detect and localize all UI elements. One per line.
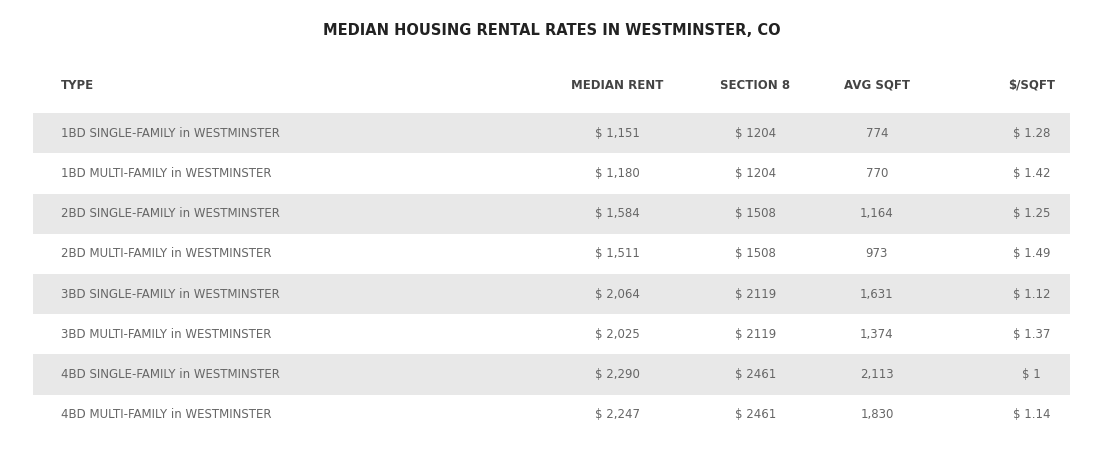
Text: SECTION 8: SECTION 8 (720, 79, 791, 92)
Text: $ 1.28: $ 1.28 (1013, 127, 1050, 140)
Text: 770: 770 (866, 167, 888, 180)
Text: 1BD MULTI-FAMILY in WESTMINSTER: 1BD MULTI-FAMILY in WESTMINSTER (61, 167, 271, 180)
Text: $ 1508: $ 1508 (735, 207, 777, 220)
Text: $ 1,151: $ 1,151 (596, 127, 640, 140)
Text: $ 1.37: $ 1.37 (1013, 328, 1050, 341)
Text: $ 1: $ 1 (1022, 368, 1040, 381)
Text: $ 2,290: $ 2,290 (596, 368, 640, 381)
Text: 1,164: 1,164 (860, 207, 893, 220)
Text: $ 2,064: $ 2,064 (596, 287, 640, 301)
Text: MEDIAN RENT: MEDIAN RENT (571, 79, 664, 92)
Text: TYPE: TYPE (61, 79, 94, 92)
Bar (33, 274, 1070, 314)
Text: $ 1,511: $ 1,511 (596, 247, 640, 261)
Text: $ 1204: $ 1204 (735, 167, 777, 180)
Text: 4BD SINGLE-FAMILY in WESTMINSTER: 4BD SINGLE-FAMILY in WESTMINSTER (61, 368, 279, 381)
Text: $ 2,247: $ 2,247 (596, 408, 640, 421)
Text: 2BD MULTI-FAMILY in WESTMINSTER: 2BD MULTI-FAMILY in WESTMINSTER (61, 247, 271, 261)
Text: $ 1.42: $ 1.42 (1013, 167, 1050, 180)
Text: 2BD SINGLE-FAMILY in WESTMINSTER: 2BD SINGLE-FAMILY in WESTMINSTER (61, 207, 279, 220)
Text: $ 1.12: $ 1.12 (1013, 287, 1050, 301)
Text: AVG SQFT: AVG SQFT (844, 79, 910, 92)
Text: $ 1.25: $ 1.25 (1013, 207, 1050, 220)
Text: 3BD MULTI-FAMILY in WESTMINSTER: 3BD MULTI-FAMILY in WESTMINSTER (61, 328, 271, 341)
Text: 3BD SINGLE-FAMILY in WESTMINSTER: 3BD SINGLE-FAMILY in WESTMINSTER (61, 287, 279, 301)
Text: $ 2119: $ 2119 (735, 328, 777, 341)
Text: $ 1.49: $ 1.49 (1013, 247, 1050, 261)
Text: $ 2119: $ 2119 (735, 287, 777, 301)
Text: 774: 774 (866, 127, 888, 140)
Text: 4BD MULTI-FAMILY in WESTMINSTER: 4BD MULTI-FAMILY in WESTMINSTER (61, 408, 271, 421)
Text: 1,830: 1,830 (860, 408, 893, 421)
Text: MEDIAN HOUSING RENTAL RATES IN WESTMINSTER, CO: MEDIAN HOUSING RENTAL RATES IN WESTMINST… (323, 23, 780, 37)
Text: $ 1508: $ 1508 (735, 247, 777, 261)
Text: $ 2461: $ 2461 (735, 408, 777, 421)
Bar (33, 113, 1070, 153)
Text: 1,631: 1,631 (860, 287, 893, 301)
Text: 973: 973 (866, 247, 888, 261)
Bar (33, 354, 1070, 395)
Bar (33, 194, 1070, 234)
Text: 2,113: 2,113 (860, 368, 893, 381)
Text: 1BD SINGLE-FAMILY in WESTMINSTER: 1BD SINGLE-FAMILY in WESTMINSTER (61, 127, 279, 140)
Text: $ 1204: $ 1204 (735, 127, 777, 140)
Text: 1,374: 1,374 (860, 328, 893, 341)
Text: $ 1.14: $ 1.14 (1013, 408, 1050, 421)
Text: $ 1,584: $ 1,584 (596, 207, 640, 220)
Text: $ 1,180: $ 1,180 (596, 167, 640, 180)
Text: $ 2461: $ 2461 (735, 368, 777, 381)
Text: $ 2,025: $ 2,025 (596, 328, 640, 341)
Text: $/SQFT: $/SQFT (1008, 79, 1054, 92)
